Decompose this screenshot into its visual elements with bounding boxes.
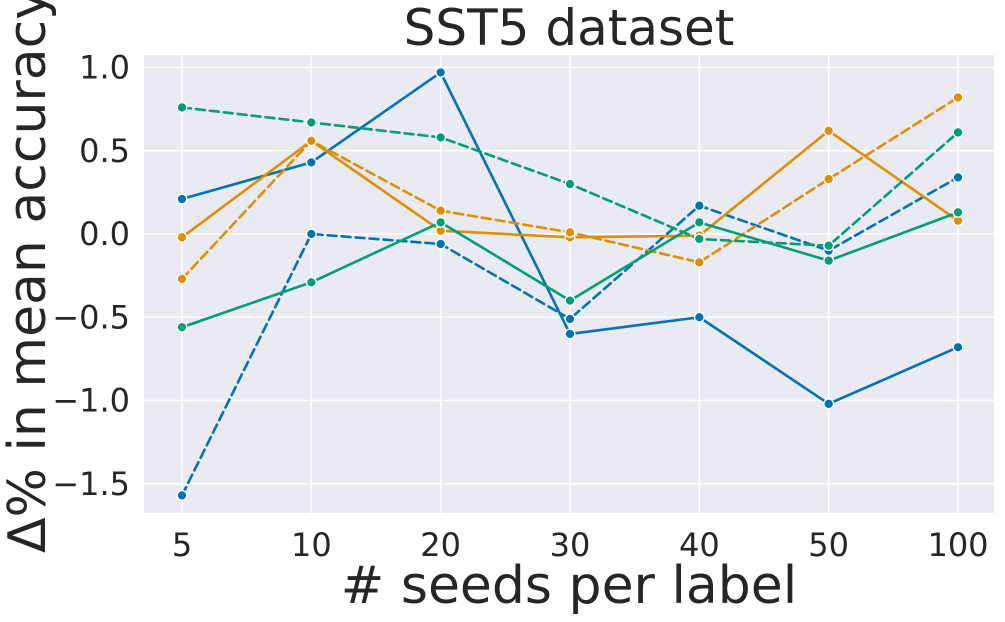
data-point-green-solid [305,276,317,288]
y-tick-label: 0.5 [79,132,130,170]
x-tick-label: 30 [550,526,591,564]
data-point-orange-dashed [305,135,317,147]
data-point-blue-solid [564,328,576,340]
x-axis-title: # seeds per label [341,556,797,616]
x-tick-label: 20 [420,526,461,564]
y-tick-label: −1.0 [52,382,130,420]
x-tick-label: 10 [291,526,332,564]
x-tick-label: 40 [679,526,720,564]
data-point-green-solid [435,216,447,228]
y-tick-label: −0.5 [52,298,130,336]
data-point-orange-dashed [435,205,447,217]
data-point-blue-dashed [952,171,964,183]
data-point-blue-dashed [176,489,188,501]
data-point-blue-solid [823,398,835,410]
y-tick-labels: 1.0 0.5 0.0 −0.5 −1.0 −1.5 [52,49,130,503]
data-point-blue-dashed [693,200,705,212]
data-point-orange-dashed [176,273,188,285]
data-point-blue-dashed [305,228,317,240]
data-point-blue-dashed [564,313,576,325]
x-tick-label: 5 [172,526,192,564]
x-tick-label: 100 [927,526,988,564]
data-point-green-dashed [952,126,964,138]
data-point-green-dashed [305,116,317,128]
data-point-orange-solid [176,231,188,243]
data-point-green-solid [176,321,188,333]
x-tick-label: 50 [808,526,849,564]
data-point-blue-solid [435,67,447,78]
data-point-green-dashed [693,233,705,245]
data-point-green-dashed [176,102,188,113]
data-point-orange-dashed [823,173,835,185]
data-point-blue-solid [952,341,964,353]
chart-title: SST5 dataset [404,0,735,57]
data-point-orange-dashed [693,256,705,268]
y-tick-label: 1.0 [79,49,130,87]
data-point-green-solid [564,295,576,307]
y-tick-label: 0.0 [79,215,130,253]
data-point-blue-solid [176,193,188,205]
data-point-green-solid [823,255,835,267]
data-point-green-dashed [823,240,835,252]
data-point-orange-dashed [952,92,964,103]
data-point-orange-dashed [564,226,576,238]
data-point-blue-solid [693,311,705,323]
x-tick-labels: 5 10 20 30 40 50 100 [172,526,989,564]
y-tick-label: −1.5 [52,465,130,503]
y-axis-title: Δ% in mean accuracy [0,0,58,553]
data-point-green-solid [952,206,964,218]
plot-area [144,55,994,513]
data-point-green-solid [693,216,705,228]
data-point-green-dashed [564,178,576,190]
data-point-orange-solid [823,125,835,137]
data-markers [176,67,964,501]
data-point-blue-solid [305,156,317,168]
data-point-green-dashed [435,131,447,143]
data-point-blue-dashed [435,238,447,250]
